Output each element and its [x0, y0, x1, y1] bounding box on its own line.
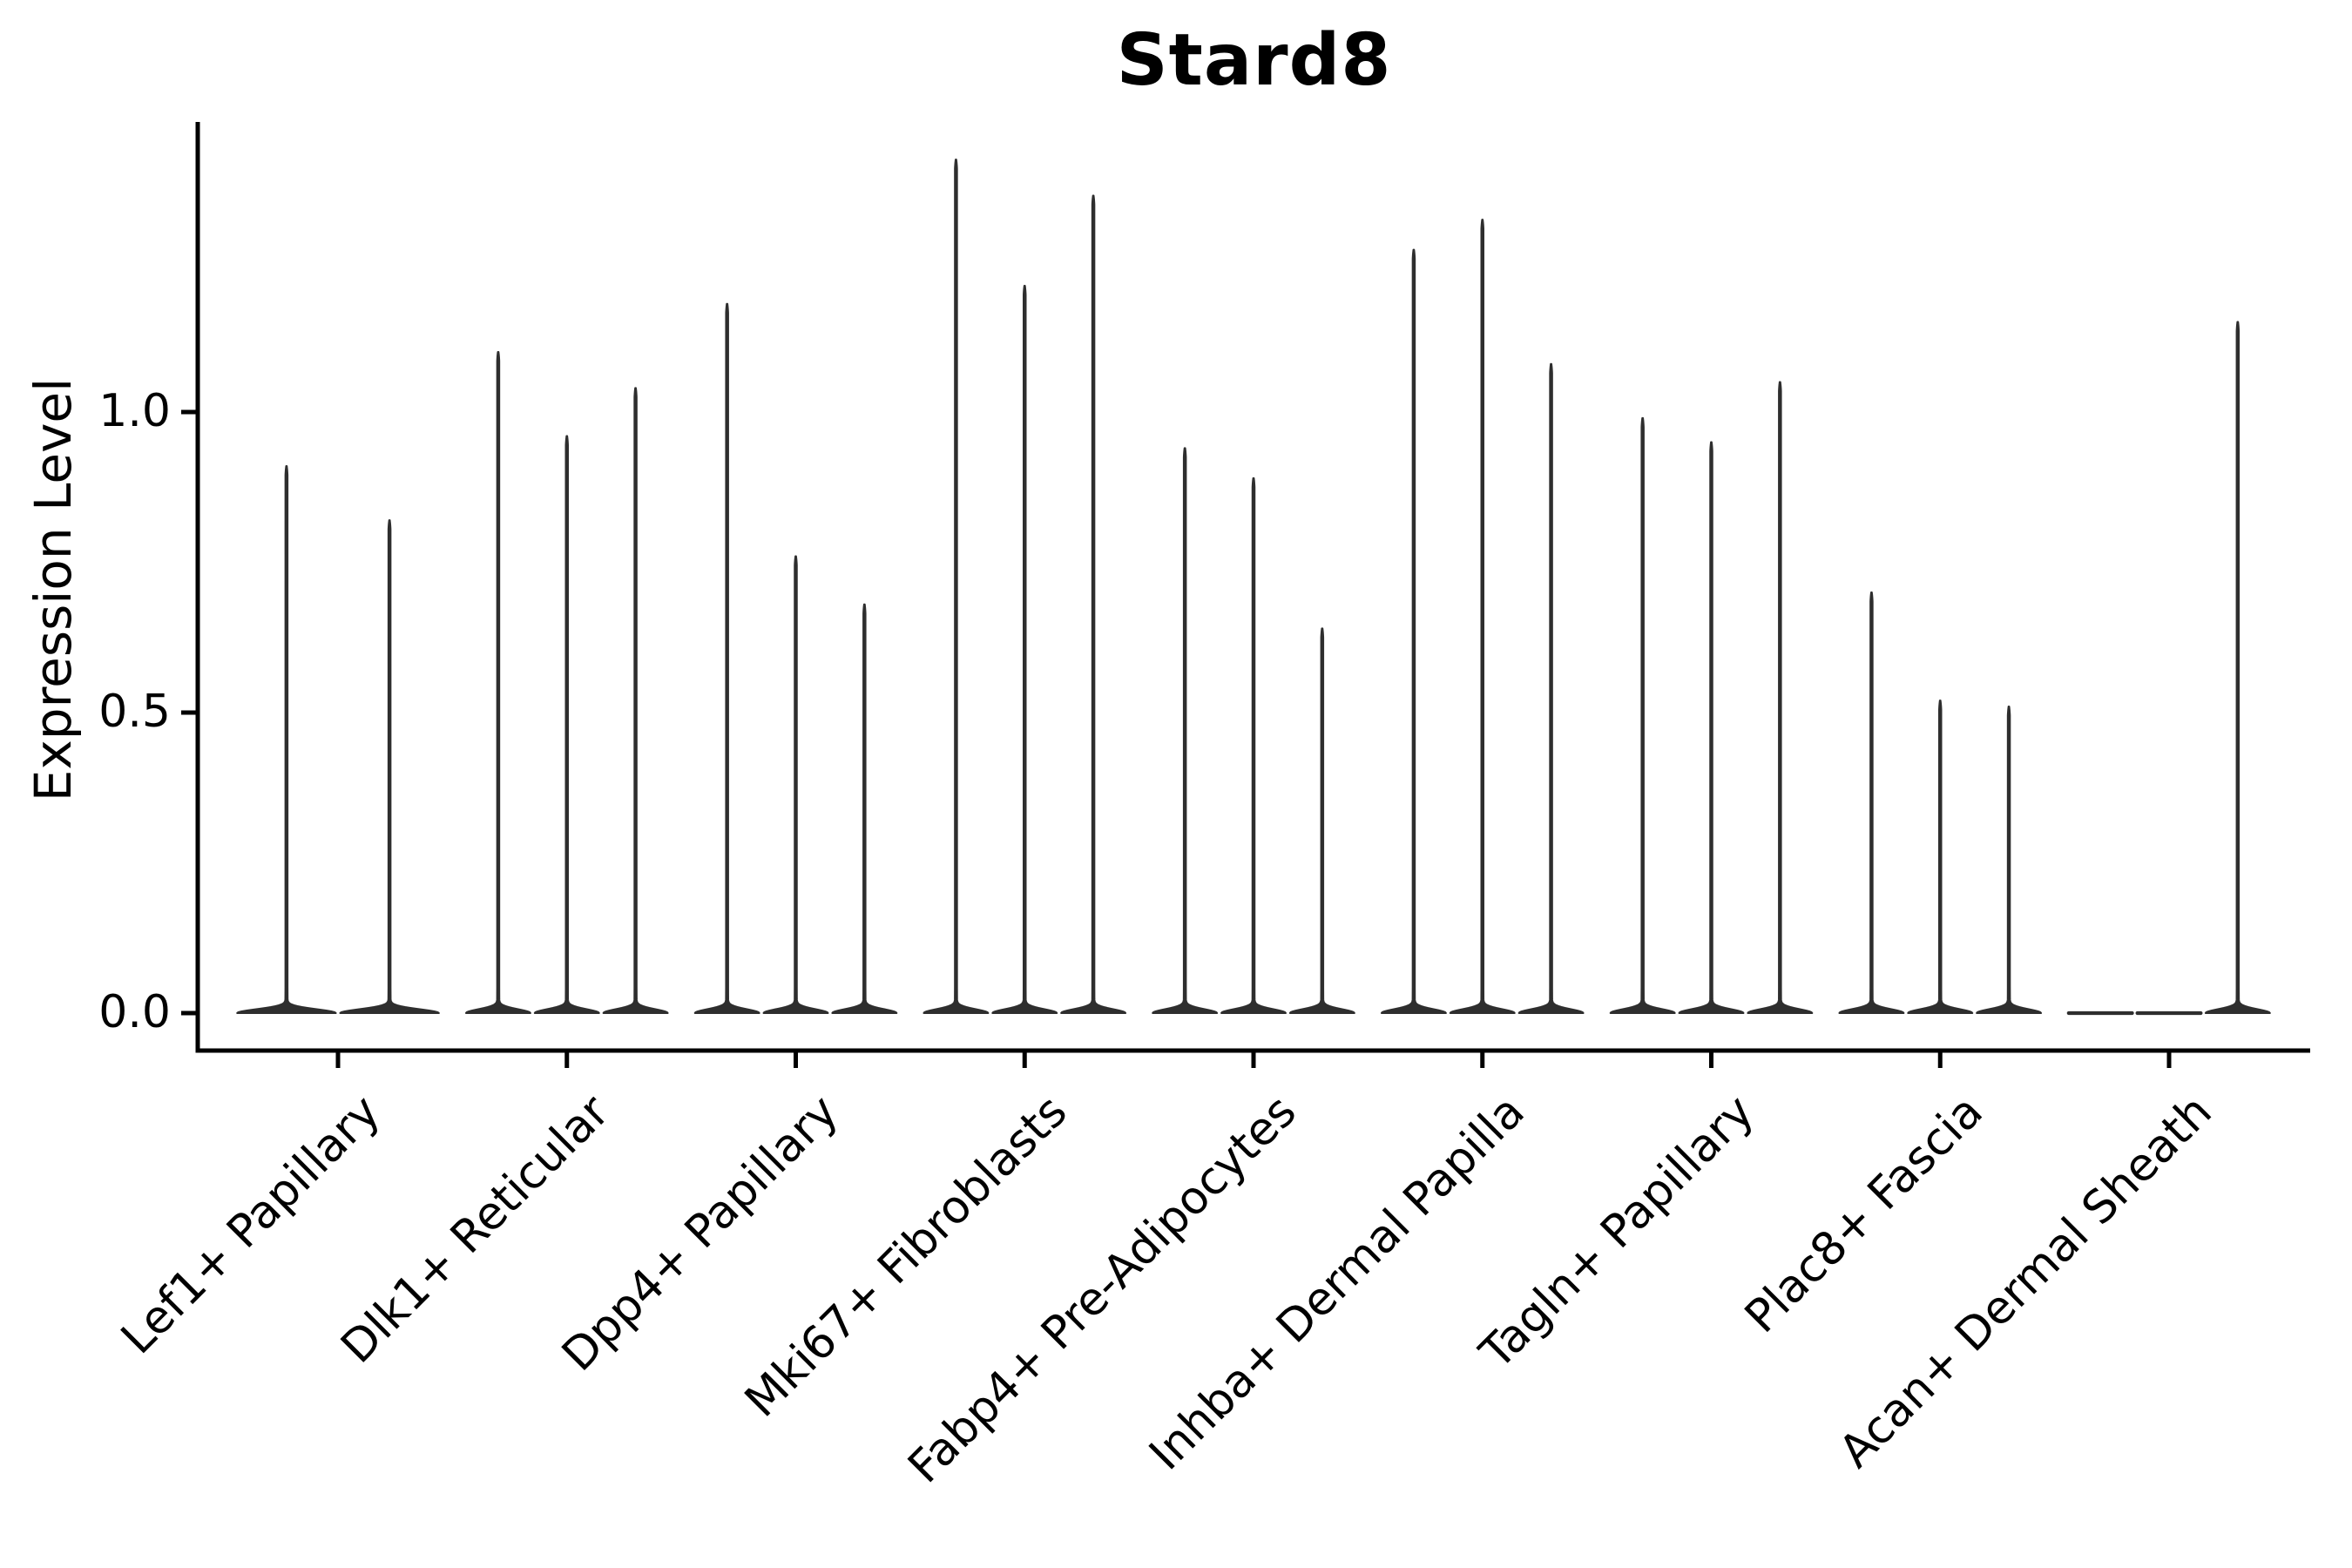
- violin: [1747, 381, 1814, 1015]
- violin: [831, 603, 898, 1015]
- violin: [533, 435, 600, 1015]
- y-tick-label: 0.0: [98, 985, 171, 1038]
- y-tick-label: 1.0: [98, 384, 171, 437]
- violin: [762, 555, 829, 1015]
- violin: [1380, 248, 1447, 1015]
- violin: [1838, 591, 1905, 1015]
- page-title: Stard8: [1116, 19, 1392, 102]
- violin: [236, 465, 337, 1015]
- violin: [693, 302, 760, 1015]
- violin: [1288, 627, 1355, 1015]
- y-axis-label: Expression Level: [24, 377, 83, 802]
- violin: [339, 519, 440, 1015]
- violin: [2204, 321, 2271, 1015]
- violin: [464, 350, 531, 1015]
- y-tick-label: 0.5: [98, 685, 171, 738]
- violin: [1678, 441, 1745, 1015]
- violin: [1220, 476, 1287, 1015]
- violin: [1152, 447, 1219, 1015]
- violin: [1449, 219, 1516, 1015]
- violin: [1976, 706, 2043, 1015]
- y-axis-label-wrap: Expression Level: [24, 320, 84, 860]
- violin: [991, 285, 1058, 1015]
- violin: [923, 159, 990, 1015]
- violin: [1907, 700, 1974, 1015]
- violin: [1609, 416, 1676, 1015]
- violin: [1060, 194, 1127, 1015]
- violin: [1517, 362, 1585, 1015]
- violin: [602, 387, 669, 1015]
